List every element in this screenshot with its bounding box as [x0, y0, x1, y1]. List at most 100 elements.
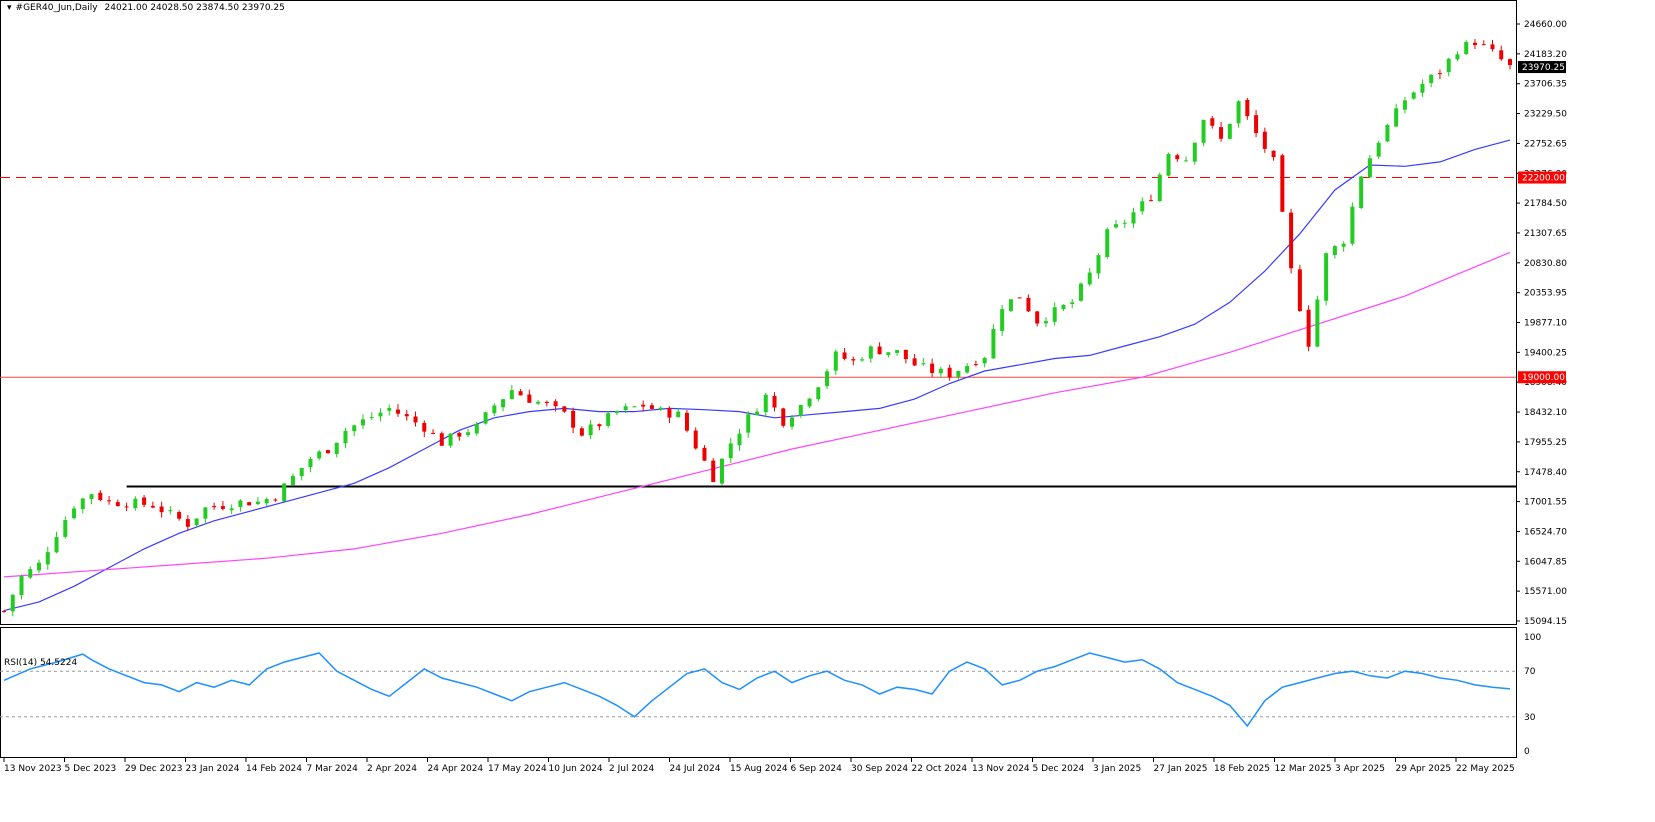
candle-body[interactable]	[1175, 155, 1180, 160]
candle-body[interactable]	[833, 351, 838, 371]
candle-body[interactable]	[369, 417, 374, 419]
candle-body[interactable]	[763, 394, 768, 413]
candle-body[interactable]	[1315, 299, 1320, 347]
candle-body[interactable]	[579, 428, 584, 436]
candle-body[interactable]	[255, 501, 260, 505]
candle-body[interactable]	[98, 492, 103, 500]
candle-body[interactable]	[772, 395, 777, 408]
candle-body[interactable]	[1043, 321, 1048, 324]
candle-body[interactable]	[781, 408, 786, 426]
candle-body[interactable]	[159, 506, 164, 513]
candle-body[interactable]	[518, 391, 523, 396]
candle-body[interactable]	[1201, 119, 1206, 143]
candle-body[interactable]	[509, 390, 514, 400]
candle-body[interactable]	[1122, 222, 1127, 224]
candle-body[interactable]	[597, 424, 602, 427]
candle-body[interactable]	[737, 433, 742, 446]
candle-body[interactable]	[360, 419, 365, 426]
candle-body[interactable]	[483, 412, 488, 424]
candle-body[interactable]	[938, 368, 943, 374]
candle-body[interactable]	[1508, 59, 1512, 66]
candle-body[interactable]	[212, 506, 217, 508]
candle-body[interactable]	[466, 432, 471, 436]
candle-body[interactable]	[947, 367, 952, 378]
candle-body[interactable]	[842, 352, 847, 359]
candle-body[interactable]	[571, 410, 576, 428]
candle-body[interactable]	[2, 611, 6, 613]
candle-body[interactable]	[1236, 101, 1241, 124]
candle-body[interactable]	[1061, 304, 1066, 310]
candle-body[interactable]	[115, 502, 120, 507]
candle-body[interactable]	[185, 519, 190, 527]
candle-body[interactable]	[965, 365, 970, 373]
candle-body[interactable]	[790, 417, 795, 427]
candle-body[interactable]	[606, 413, 611, 426]
candle-body[interactable]	[1499, 50, 1504, 60]
candle-body[interactable]	[1350, 206, 1355, 244]
candle-body[interactable]	[282, 483, 287, 502]
candle-body[interactable]	[124, 506, 129, 508]
candle-body[interactable]	[1192, 142, 1197, 162]
candle-body[interactable]	[1481, 44, 1486, 46]
candle-body[interactable]	[1096, 255, 1101, 274]
candle-body[interactable]	[877, 346, 882, 355]
candle-body[interactable]	[1254, 115, 1259, 134]
candle-body[interactable]	[1437, 73, 1442, 75]
candle-body[interactable]	[1052, 307, 1057, 322]
candle-body[interactable]	[404, 414, 409, 417]
candle-body[interactable]	[1455, 54, 1460, 60]
candle-body[interactable]	[614, 410, 619, 413]
candle-body[interactable]	[334, 442, 339, 454]
candle-body[interactable]	[1367, 158, 1372, 178]
candle-body[interactable]	[921, 363, 926, 365]
candle-body[interactable]	[247, 502, 252, 506]
candle-body[interactable]	[816, 387, 821, 400]
candle-body[interactable]	[1472, 42, 1477, 46]
candle-body[interactable]	[553, 401, 558, 407]
candle-body[interactable]	[194, 518, 199, 526]
candle-body[interactable]	[719, 458, 724, 484]
candle-body[interactable]	[1411, 92, 1416, 99]
candle-body[interactable]	[203, 507, 208, 519]
candle-body[interactable]	[588, 424, 593, 436]
candle-body[interactable]	[903, 349, 908, 360]
candle-body[interactable]	[1000, 309, 1005, 331]
candle-body[interactable]	[956, 370, 961, 377]
candle-body[interactable]	[728, 443, 733, 459]
candle-body[interactable]	[1184, 160, 1189, 162]
candle-body[interactable]	[1017, 297, 1022, 299]
candle-body[interactable]	[930, 363, 935, 373]
candle-body[interactable]	[807, 398, 812, 407]
candle-body[interactable]	[1131, 212, 1136, 224]
candle-body[interactable]	[1113, 224, 1118, 228]
candle-body[interactable]	[396, 409, 401, 414]
candle-body[interactable]	[1332, 246, 1337, 256]
candle-body[interactable]	[1297, 269, 1302, 312]
candle-body[interactable]	[229, 508, 234, 511]
candle-body[interactable]	[37, 562, 42, 571]
candle-body[interactable]	[886, 352, 891, 355]
candle-body[interactable]	[1394, 108, 1399, 127]
candle-body[interactable]	[150, 505, 155, 508]
candle-body[interactable]	[1359, 176, 1364, 209]
candle-body[interactable]	[387, 407, 392, 411]
candle-body[interactable]	[860, 359, 865, 361]
candle-body[interactable]	[1324, 253, 1329, 301]
candle-body[interactable]	[684, 412, 689, 431]
candle-body[interactable]	[851, 359, 856, 361]
candle-body[interactable]	[352, 425, 357, 432]
candle-body[interactable]	[658, 407, 663, 410]
candle-body[interactable]	[142, 497, 147, 505]
candle-body[interactable]	[220, 506, 225, 509]
candle-body[interactable]	[63, 520, 68, 537]
candle-body[interactable]	[649, 405, 654, 409]
candle-body[interactable]	[28, 569, 33, 578]
candle-body[interactable]	[536, 401, 541, 404]
candle-body[interactable]	[325, 450, 330, 454]
candle-body[interactable]	[501, 399, 506, 408]
candle-body[interactable]	[982, 357, 987, 364]
candle-body[interactable]	[912, 358, 917, 366]
candle-body[interactable]	[457, 432, 462, 437]
candle-body[interactable]	[72, 508, 77, 519]
candle-body[interactable]	[107, 500, 112, 502]
